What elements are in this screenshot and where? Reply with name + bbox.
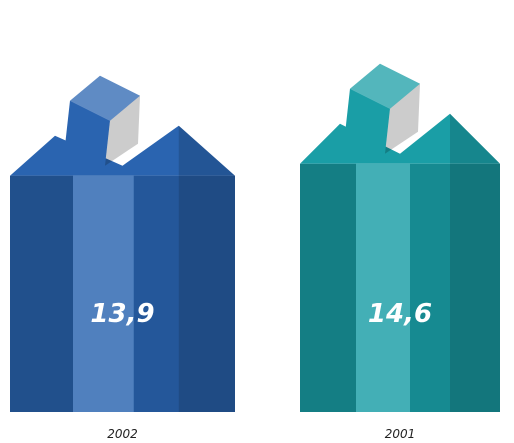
cube-side [65,100,110,166]
value-label: 13,9 [90,299,154,329]
roof [10,125,235,176]
bar [10,175,235,412]
shading [410,163,450,412]
shading [133,175,179,412]
roof-shade [178,125,235,176]
cube-side2 [385,83,420,154]
shading [356,163,410,412]
x-tick-label: 2002 [107,427,138,441]
value-label: 14,6 [368,299,432,329]
roof-shade [450,113,500,164]
shading [300,163,356,412]
cube-side2 [105,95,140,166]
shading [450,163,500,412]
shading [178,175,235,412]
shading [73,175,134,412]
shading [10,175,73,412]
bar [300,163,500,412]
cube-side [345,88,390,154]
roof [300,113,500,164]
x-tick-label: 2001 [385,427,416,441]
